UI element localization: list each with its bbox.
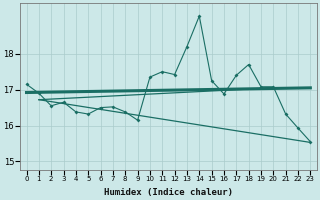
X-axis label: Humidex (Indice chaleur): Humidex (Indice chaleur) [104,188,233,197]
